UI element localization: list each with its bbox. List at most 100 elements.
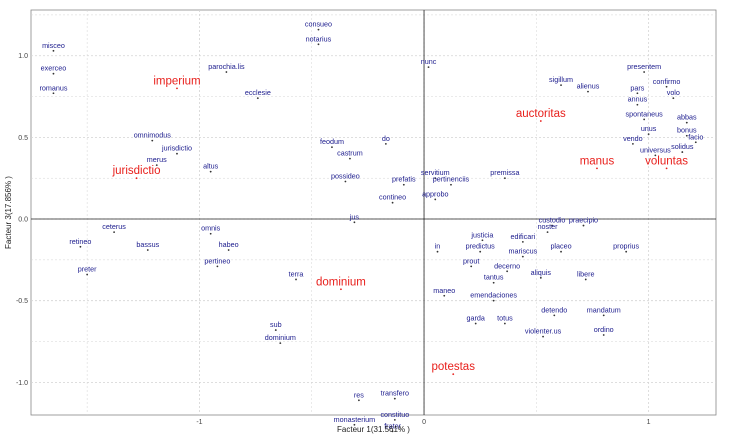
word-label: exerceo bbox=[41, 64, 67, 73]
point-marker bbox=[52, 92, 55, 95]
data-point: altus bbox=[203, 162, 219, 173]
point-marker bbox=[225, 71, 228, 73]
y-tick-label: -0.5 bbox=[16, 298, 28, 305]
point-marker bbox=[391, 430, 394, 433]
word-label: presentem bbox=[627, 62, 661, 71]
point-marker bbox=[353, 423, 356, 426]
data-point: preter bbox=[78, 265, 97, 276]
data-point: violenter.us bbox=[525, 327, 562, 338]
word-label: abbas bbox=[677, 113, 697, 122]
data-point: manus bbox=[580, 155, 615, 170]
word-label: in bbox=[435, 242, 441, 251]
point-marker bbox=[358, 399, 360, 402]
point-marker bbox=[256, 97, 259, 100]
point-marker bbox=[393, 397, 396, 400]
word-label: romanus bbox=[39, 83, 67, 92]
data-point: mandatum bbox=[587, 305, 621, 317]
data-point: universus bbox=[640, 145, 671, 157]
data-point: nunc bbox=[421, 57, 437, 69]
data-point: do bbox=[382, 134, 390, 145]
word-label: proprius bbox=[613, 242, 639, 251]
word-label: constituo bbox=[380, 410, 409, 419]
word-label: parochia.lis bbox=[208, 62, 245, 71]
data-point: transfero bbox=[381, 389, 409, 400]
word-label: unus bbox=[641, 124, 657, 133]
point-marker bbox=[279, 342, 282, 345]
data-point: frater bbox=[384, 421, 402, 433]
point-marker bbox=[209, 232, 212, 235]
data-point: predictus bbox=[466, 242, 495, 253]
point-marker bbox=[434, 177, 437, 180]
point-marker bbox=[295, 278, 297, 281]
data-point: consueo bbox=[305, 20, 332, 31]
point-marker bbox=[685, 121, 688, 124]
data-point: detendo bbox=[541, 305, 567, 317]
data-points: consueo notarius misceo exerceo romanus paroc… bbox=[39, 20, 703, 433]
y-tick-labels: 1.0 0.5 0.0 -0.5 -1.0 bbox=[16, 53, 28, 387]
point-marker bbox=[384, 143, 387, 145]
data-point: servitium bbox=[421, 168, 450, 180]
data-point: volo bbox=[667, 88, 680, 100]
word-label: aliquis bbox=[531, 268, 552, 277]
data-point: castrum bbox=[337, 149, 363, 160]
point-marker bbox=[492, 299, 495, 302]
point-marker bbox=[176, 87, 178, 90]
word-label: retineo bbox=[69, 237, 91, 246]
data-point: terra bbox=[289, 269, 304, 281]
data-point: maneo bbox=[433, 286, 455, 297]
word-label: vendo bbox=[623, 134, 643, 143]
point-marker bbox=[506, 270, 509, 273]
point-marker bbox=[492, 281, 495, 284]
point-marker bbox=[146, 249, 149, 251]
point-marker bbox=[647, 133, 650, 136]
point-marker bbox=[474, 322, 477, 325]
point-marker bbox=[113, 231, 115, 233]
word-label: terra bbox=[289, 269, 304, 278]
y-tick-label: -1.0 bbox=[16, 380, 28, 387]
word-label: bassus bbox=[136, 240, 159, 249]
highlight-word-label: manus bbox=[580, 155, 615, 167]
point-marker bbox=[694, 141, 697, 144]
data-point: tantus bbox=[484, 273, 504, 284]
word-label: maneo bbox=[433, 286, 455, 295]
data-point: solidus bbox=[671, 142, 694, 153]
word-label: custodio bbox=[539, 216, 566, 225]
data-point: pars bbox=[630, 83, 645, 95]
point-marker bbox=[450, 183, 452, 186]
point-marker bbox=[584, 278, 587, 281]
point-marker bbox=[393, 418, 396, 421]
word-label: noster bbox=[538, 222, 559, 231]
highlight-word-label: imperium bbox=[153, 75, 200, 87]
point-marker bbox=[643, 71, 646, 73]
x-tick-label: 1 bbox=[647, 419, 651, 426]
data-point: prout bbox=[463, 256, 479, 268]
x-axis-title: Facteur 1(31.561% ) bbox=[337, 425, 410, 434]
data-point: habeo bbox=[219, 240, 239, 251]
point-marker bbox=[681, 151, 684, 153]
y-tick-label: 1.0 bbox=[18, 53, 28, 60]
word-label: omnimodus bbox=[134, 131, 172, 140]
point-marker bbox=[353, 221, 356, 224]
word-label: alienus bbox=[577, 82, 600, 91]
y-tick-label: 0.5 bbox=[18, 135, 28, 142]
highlight-word-label: potestas bbox=[431, 361, 475, 373]
point-marker bbox=[636, 103, 639, 106]
point-marker bbox=[135, 177, 138, 180]
word-label: sub bbox=[270, 320, 282, 329]
data-point: parochia.lis bbox=[208, 62, 245, 73]
data-point: merus bbox=[147, 155, 167, 167]
point-marker bbox=[452, 373, 455, 376]
data-point: constituo bbox=[380, 410, 409, 421]
point-marker bbox=[52, 49, 55, 52]
data-point: edificari bbox=[510, 232, 536, 243]
word-label: totus bbox=[497, 314, 513, 323]
data-point: unus bbox=[641, 124, 657, 136]
data-point: notarius bbox=[306, 34, 332, 46]
point-marker bbox=[672, 97, 675, 100]
point-marker bbox=[436, 250, 439, 253]
data-point: premissa bbox=[490, 168, 519, 180]
data-point: pertineo bbox=[204, 256, 230, 268]
point-marker bbox=[317, 28, 320, 31]
data-point: mariscus bbox=[508, 247, 538, 258]
data-point: possideo bbox=[331, 171, 360, 183]
